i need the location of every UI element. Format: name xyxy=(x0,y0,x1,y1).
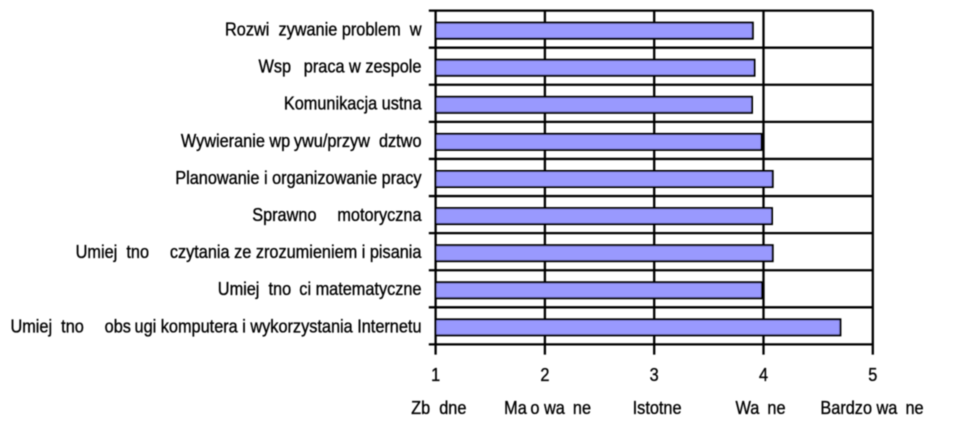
svg-text:2: 2 xyxy=(540,364,549,385)
svg-text:Istotne: Istotne xyxy=(633,397,682,418)
svg-text:4: 4 xyxy=(759,364,768,385)
svg-text:1: 1 xyxy=(431,364,440,385)
svg-text:5: 5 xyxy=(868,364,877,385)
svg-text:Planowanie i organizowanie pra: Planowanie i organizowanie pracy xyxy=(175,167,422,188)
svg-text:Komunikacja ustna: Komunikacja ustna xyxy=(284,93,422,114)
svg-text:3: 3 xyxy=(650,364,659,385)
